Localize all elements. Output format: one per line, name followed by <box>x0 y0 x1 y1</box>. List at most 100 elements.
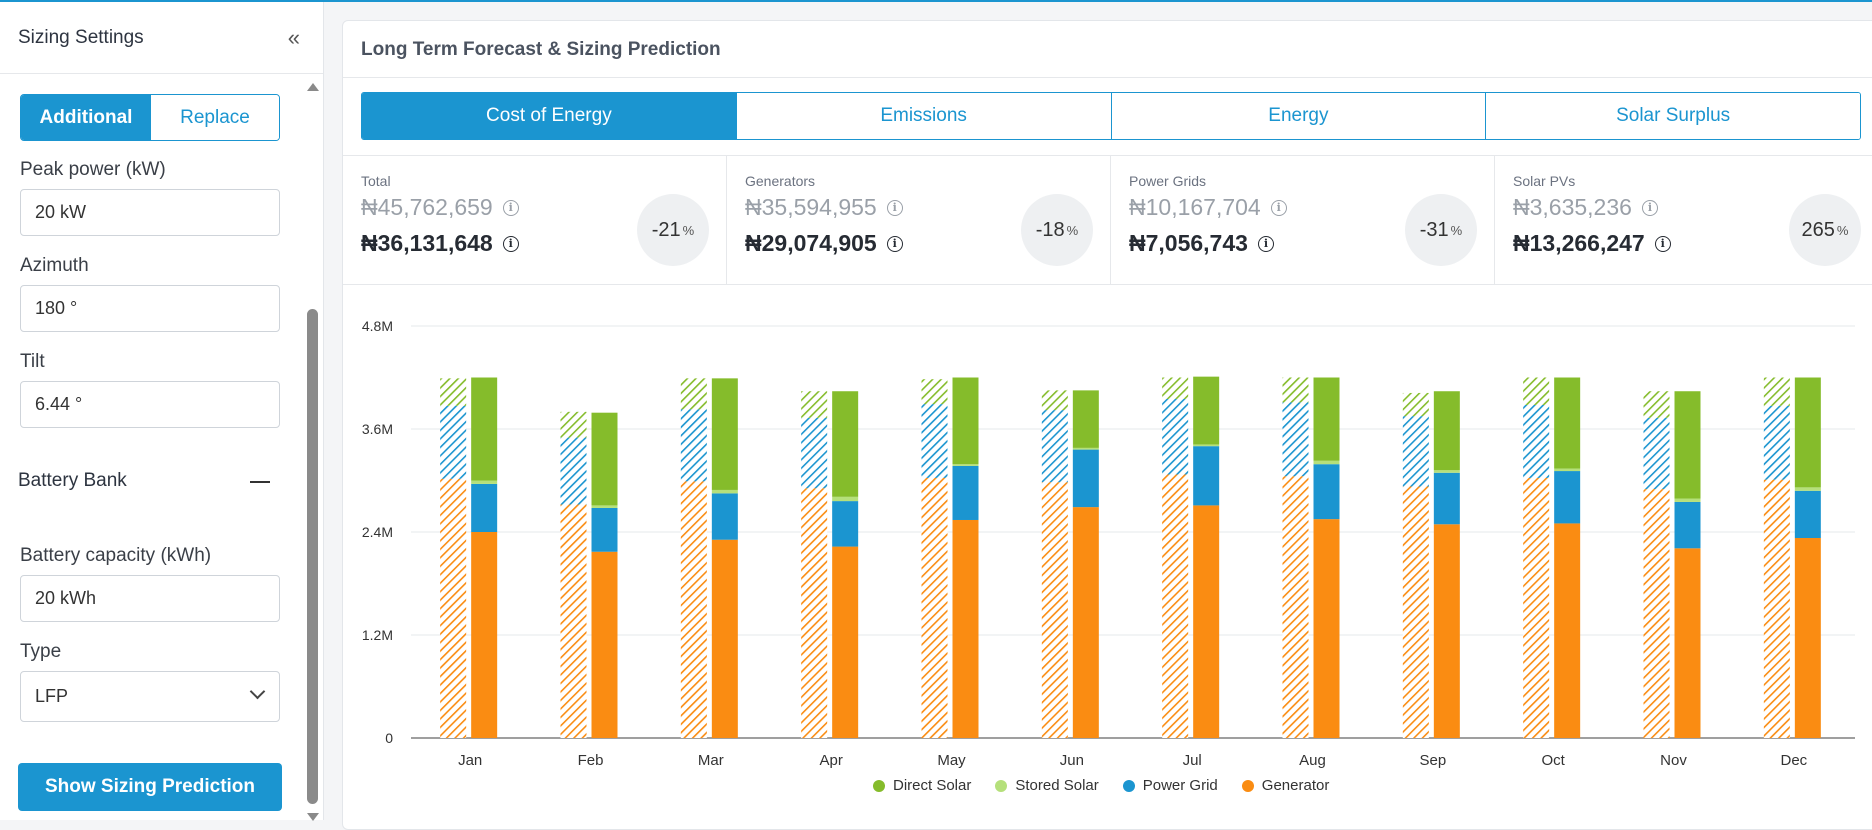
stat-change-value: 265 <box>1801 218 1835 241</box>
bar-sized-stored <box>1313 460 1340 465</box>
battery-capacity-input[interactable]: 20 kWh <box>20 575 280 622</box>
bar-sized-direct <box>1313 377 1340 461</box>
legend-dot <box>1122 779 1135 792</box>
bar-sized-stored <box>952 464 979 466</box>
stat-change-badge: -18% <box>1021 194 1093 266</box>
bar-sized-stored <box>1674 498 1701 502</box>
bar-baseline-grid <box>801 417 828 489</box>
stat-old-text: ₦3,635,236 <box>1513 194 1632 220</box>
peak-power-input[interactable]: 20 kW <box>20 189 280 236</box>
stat-old-text: ₦10,167,704 <box>1129 194 1261 220</box>
mode-toggle: Additional Replace <box>20 94 280 141</box>
info-icon[interactable]: i <box>1257 235 1274 252</box>
stat-old-value: ₦3,635,236 i <box>1513 194 1658 221</box>
legend-generator[interactable]: Generator <box>1241 777 1330 794</box>
bar-sized-grid <box>591 507 618 552</box>
type-select-value: LFP <box>35 686 69 706</box>
show-sizing-prediction-button[interactable]: Show Sizing Prediction <box>18 763 282 811</box>
mode-additional-button[interactable]: Additional <box>21 95 151 140</box>
bar-sized-generator <box>1313 519 1340 738</box>
stat-new-text: ₦29,074,905 <box>745 230 877 256</box>
stat-change-unit: % <box>1836 222 1849 238</box>
sidebar-body: Additional Replace Peak power (kW) 20 kW… <box>0 75 304 820</box>
collapse-sidebar-icon[interactable]: « <box>287 24 300 50</box>
tab-emissions[interactable]: Emissions <box>736 93 1112 139</box>
tilt-input[interactable]: 6.44 ° <box>20 381 280 428</box>
bar-sized-generator <box>1433 524 1460 738</box>
stat-new-text: ₦13,266,247 <box>1513 230 1645 256</box>
x-tick-label: Jan <box>458 752 482 769</box>
bar-baseline-generator <box>801 488 828 738</box>
legend-power-grid[interactable]: Power Grid <box>1122 777 1218 794</box>
bar-sized-direct <box>471 377 498 481</box>
tab-cost-of-energy[interactable]: Cost of Energy <box>362 93 737 139</box>
stat-old-value: ₦45,762,659 i <box>361 194 519 221</box>
tilt-label: Tilt <box>20 351 45 372</box>
mode-replace-button[interactable]: Replace <box>151 95 279 140</box>
stat-total: Total ₦45,762,659 i ₦36,131,648 i -21% <box>343 156 727 284</box>
x-tick-label: Apr <box>819 752 842 769</box>
stat-old-value: ₦35,594,955 i <box>745 194 903 221</box>
sizing-settings-sidebar: Sizing Settings « Additional Replace Pea… <box>0 2 324 821</box>
stat-new-value: ₦13,266,247 i <box>1513 230 1671 257</box>
azimuth-label: Azimuth <box>20 255 89 276</box>
bar-baseline-generator <box>1643 489 1670 738</box>
info-icon[interactable]: i <box>1270 199 1287 216</box>
bar-sized-direct <box>711 378 738 490</box>
bar-sized-direct <box>1433 391 1460 471</box>
bar-sized-stored <box>832 496 859 502</box>
bar-sized-generator <box>832 546 859 738</box>
bar-sized-direct <box>1072 390 1099 448</box>
divider <box>343 284 1872 285</box>
scroll-up-arrow-icon[interactable] <box>307 83 319 91</box>
tab-solar-surplus[interactable]: Solar Surplus <box>1486 93 1860 139</box>
collapse-section-icon[interactable] <box>250 481 270 483</box>
info-icon[interactable]: i <box>886 199 903 216</box>
bar-sized-direct <box>591 412 618 506</box>
stat-change-value: -31 <box>1419 218 1449 241</box>
info-icon[interactable]: i <box>502 235 519 252</box>
forecast-card: Long Term Forecast & Sizing Prediction C… <box>342 20 1872 830</box>
bar-sized-generator <box>1554 523 1581 738</box>
bar-baseline-solar <box>1402 392 1429 417</box>
bar-baseline-grid <box>1763 405 1790 480</box>
legend-stored-solar[interactable]: Stored Solar <box>995 777 1099 794</box>
scroll-down-arrow-icon[interactable] <box>307 813 319 821</box>
info-icon[interactable]: i <box>1654 235 1671 252</box>
bar-baseline-solar <box>680 378 707 410</box>
info-icon[interactable]: i <box>1641 199 1658 216</box>
stat-label: Generators <box>745 173 816 189</box>
bar-baseline-grid <box>1643 417 1670 490</box>
bar-sized-generator <box>711 539 738 738</box>
x-tick-label: Sep <box>1419 752 1446 769</box>
bar-sized-grid <box>1674 501 1701 549</box>
bar-baseline-grid <box>1162 398 1189 475</box>
battery-bank-section-title: Battery Bank <box>18 470 127 491</box>
metric-tabs: Cost of Energy Emissions Energy Solar Su… <box>361 92 1861 140</box>
bar-baseline-solar <box>1523 377 1550 405</box>
bar-sized-grid <box>1313 464 1340 520</box>
info-icon[interactable]: i <box>502 199 519 216</box>
stat-power-grids: Power Grids ₦10,167,704 i ₦7,056,743 i -31… <box>1111 156 1495 284</box>
cost-chart: 0 1.2M 2.4M 3.6M 4.8M Jan Feb Mar Apr May Jun Jul A… <box>343 289 1872 829</box>
info-icon[interactable]: i <box>886 235 903 252</box>
stat-label: Solar PVs <box>1513 173 1576 189</box>
sidebar-scrollbar[interactable] <box>304 77 320 821</box>
type-select[interactable]: LFP <box>20 671 280 722</box>
bar-sized-generator <box>952 519 979 738</box>
x-tick-label: Nov <box>1660 752 1687 769</box>
bar-baseline-generator <box>1402 486 1429 738</box>
bar-baseline-solar <box>1763 377 1790 406</box>
scrollbar-thumb[interactable] <box>307 309 318 804</box>
x-tick-label: Mar <box>698 752 724 769</box>
bar-sized-stored <box>471 480 498 484</box>
y-tick-label: 2.4M <box>362 524 393 540</box>
bar-sized-direct <box>1674 391 1701 499</box>
bar-sized-grid <box>471 483 498 532</box>
azimuth-input[interactable]: 180 ° <box>20 285 280 332</box>
tab-energy[interactable]: Energy <box>1111 93 1487 139</box>
legend-direct-solar[interactable]: Direct Solar <box>873 777 971 794</box>
bar-sized-grid <box>1794 490 1821 539</box>
bar-sized-direct <box>832 391 859 497</box>
legend-label: Generator <box>1261 777 1330 794</box>
